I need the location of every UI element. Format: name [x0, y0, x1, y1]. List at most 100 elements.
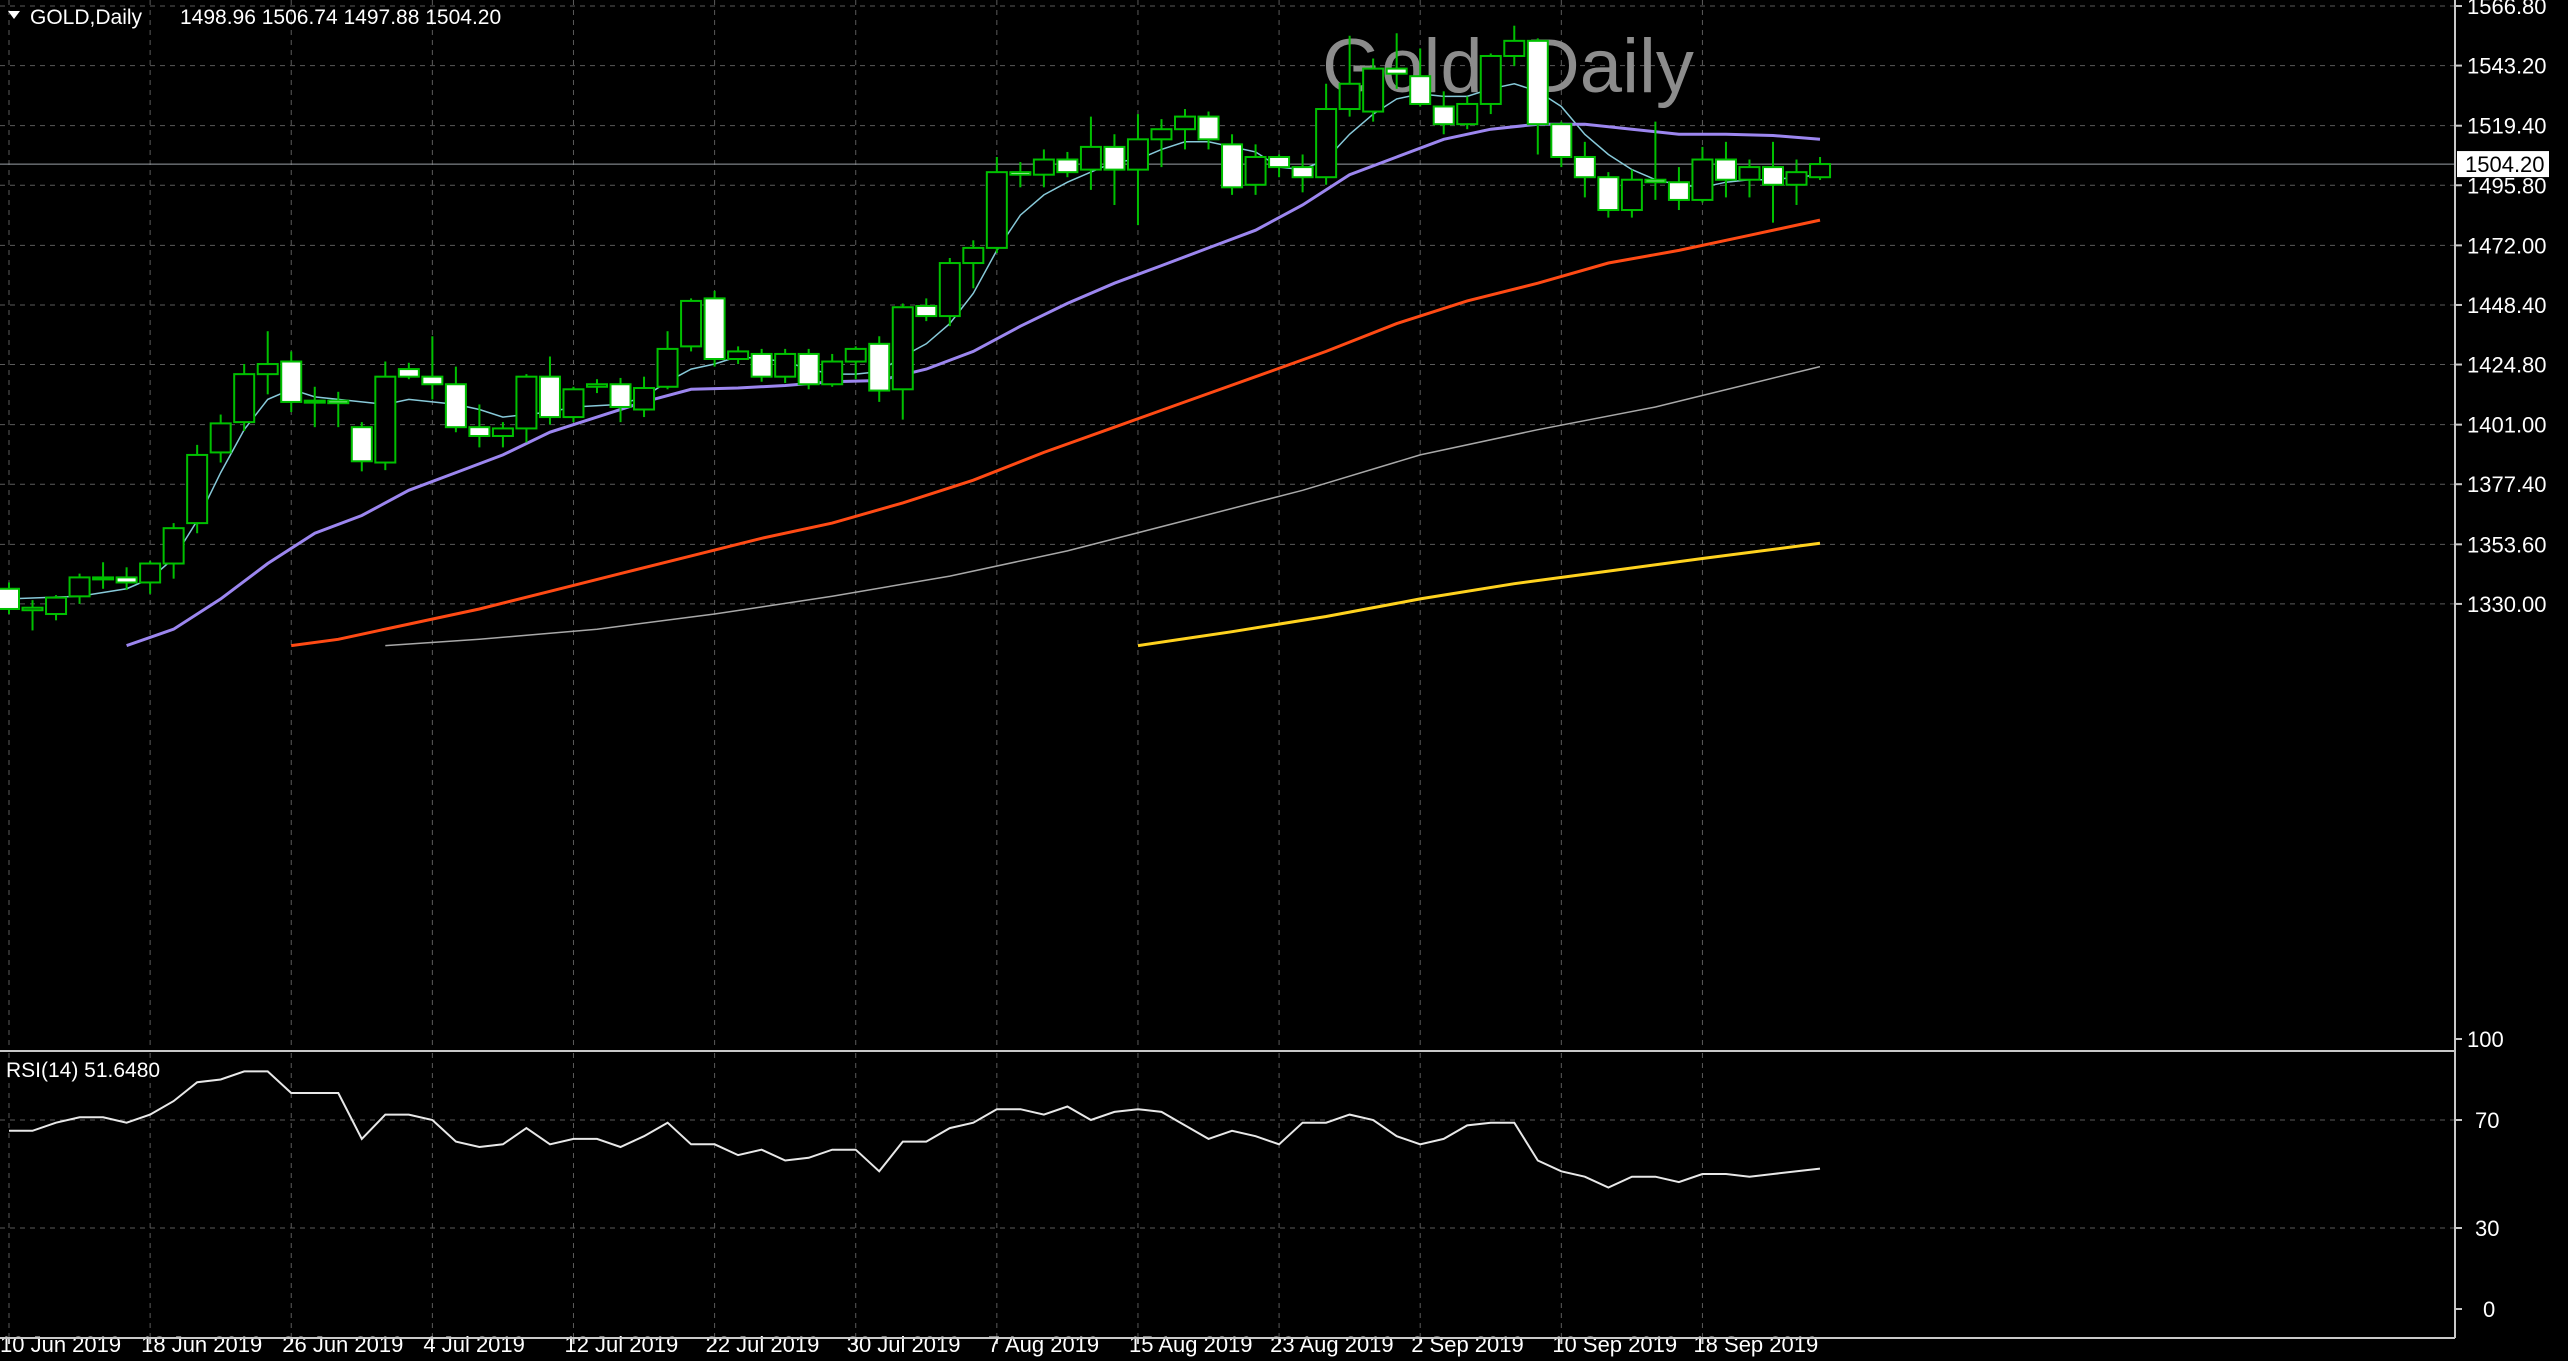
bearish-candle-body	[1550, 123, 1573, 158]
price-tick-label: 1472.00	[2467, 233, 2547, 258]
bearish-candle-body	[868, 342, 891, 392]
time-tick-label: 18 Jun 2019	[141, 1332, 262, 1357]
bullish-candle-body	[821, 360, 844, 386]
bearish-candle-body	[280, 360, 303, 403]
time-tick-label: 4 Jul 2019	[423, 1332, 525, 1357]
bullish-candle-body	[586, 383, 608, 388]
bullish-candle-body	[45, 596, 68, 616]
bullish-candle-body	[962, 246, 985, 265]
bearish-candle-body	[1597, 176, 1620, 212]
rsi-line	[9, 1070, 1821, 1189]
bullish-candle-body	[233, 373, 256, 424]
time-tick-label: 15 Aug 2019	[1129, 1332, 1253, 1357]
time-tick-label: 10 Jun 2019	[0, 1332, 121, 1357]
bearish-candle-body	[1197, 115, 1220, 141]
bullish-candle-body	[1362, 67, 1385, 113]
bullish-candle-body	[633, 387, 656, 411]
price-tick-label: 1377.40	[2467, 472, 2547, 497]
time-tick-label: 10 Sep 2019	[1552, 1332, 1677, 1357]
time-tick-label: 7 Aug 2019	[988, 1332, 1099, 1357]
bearish-candle-body	[421, 375, 444, 386]
current-price-label: 1504.20	[2465, 152, 2545, 177]
price-tick-label: 1330.00	[2467, 592, 2547, 617]
bearish-candle-body	[1291, 166, 1314, 179]
bearish-candle-body	[1573, 155, 1596, 179]
bearish-candle-body	[1526, 39, 1549, 126]
ma-100-line	[385, 365, 1821, 647]
bullish-candle-body	[374, 375, 397, 464]
bearish-candle-body	[1268, 155, 1291, 169]
rsi-indicator	[9, 1070, 1821, 1189]
bearish-candle-body	[397, 368, 420, 378]
bullish-candle-body	[1150, 128, 1173, 141]
bearish-candle-body	[1644, 178, 1667, 184]
bearish-candle-body	[468, 426, 491, 438]
bullish-candle-body	[1456, 102, 1479, 126]
price-tick-label: 1495.80	[2467, 173, 2547, 198]
bearish-candle-body	[115, 576, 138, 584]
dropdown-triangle-icon[interactable]	[8, 11, 20, 19]
bearish-candle-body	[703, 297, 726, 360]
bullish-candle-body	[1315, 108, 1338, 179]
bullish-candle-body	[1620, 178, 1643, 212]
time-tick-label: 2 Sep 2019	[1411, 1332, 1524, 1357]
symbol-label: GOLD,Daily	[30, 6, 143, 29]
bearish-candle-body	[1667, 181, 1690, 201]
bullish-candle-body	[139, 562, 162, 584]
bullish-candle-body	[1809, 163, 1832, 179]
bullish-candle-body	[515, 375, 538, 430]
price-tick-label: 1543.20	[2467, 54, 2547, 79]
bullish-candle-body	[92, 576, 115, 581]
bearish-candle-body	[915, 304, 938, 318]
price-tick-label: 1566.80	[2467, 0, 2547, 19]
bullish-candle-body	[1126, 138, 1149, 171]
bullish-candle-body	[1503, 39, 1526, 57]
bullish-candle-body	[985, 171, 1008, 249]
ohlc-values: 1498.96 1506.74 1497.88 1504.20	[180, 6, 501, 29]
price-tick-label: 1448.40	[2467, 293, 2547, 318]
bearish-candle-body	[538, 375, 561, 419]
bullish-candle-body	[774, 352, 797, 378]
bullish-candle-body	[186, 453, 209, 525]
bearish-candle-body	[797, 352, 820, 386]
bearish-candle-body	[1103, 145, 1126, 171]
bearish-candle-body	[327, 399, 350, 405]
bullish-candle-body	[1738, 166, 1761, 181]
bullish-candle-body	[1691, 158, 1714, 201]
rsi-tick-label: 30	[2475, 1216, 2499, 1241]
bullish-candle-body	[1174, 115, 1196, 131]
ma-slow-line	[291, 218, 1821, 648]
bullish-candle-body	[1479, 54, 1502, 105]
bearish-candle-body	[350, 426, 373, 463]
price-tick-label: 1519.40	[2467, 114, 2547, 139]
bullish-candle-body	[680, 299, 703, 348]
bearish-candle-body	[1221, 143, 1244, 189]
bullish-candle-body	[303, 399, 326, 404]
bullish-candle-body	[891, 306, 914, 391]
time-tick-label: 30 Jul 2019	[847, 1332, 961, 1357]
bearish-candle-body	[1009, 171, 1032, 176]
bearish-candle-body	[1056, 158, 1079, 174]
bullish-candle-body	[1244, 155, 1267, 186]
bullish-candle-body	[844, 347, 867, 363]
rsi-tick-label: 100	[2467, 1027, 2504, 1052]
bullish-candle-body	[491, 427, 514, 438]
time-tick-label: 26 Jun 2019	[282, 1332, 403, 1357]
bullish-candle-body	[1338, 82, 1361, 111]
time-tick-label: 22 Jul 2019	[706, 1332, 820, 1357]
bullish-candle-body	[162, 527, 185, 565]
bullish-candle-body	[1785, 171, 1808, 186]
bullish-candle-body	[938, 262, 961, 318]
bearish-candle-body	[1714, 158, 1737, 181]
candles	[0, 25, 1832, 631]
bearish-candle-body	[750, 352, 773, 378]
bullish-candle-body	[656, 347, 679, 388]
time-tick-label: 18 Sep 2019	[1693, 1332, 1818, 1357]
bullish-candle-body	[727, 350, 750, 360]
time-tick-label: 23 Aug 2019	[1270, 1332, 1394, 1357]
bearish-candle-body	[609, 383, 632, 408]
bullish-candle-body	[209, 422, 232, 454]
price-tick-label: 1424.80	[2467, 353, 2547, 378]
